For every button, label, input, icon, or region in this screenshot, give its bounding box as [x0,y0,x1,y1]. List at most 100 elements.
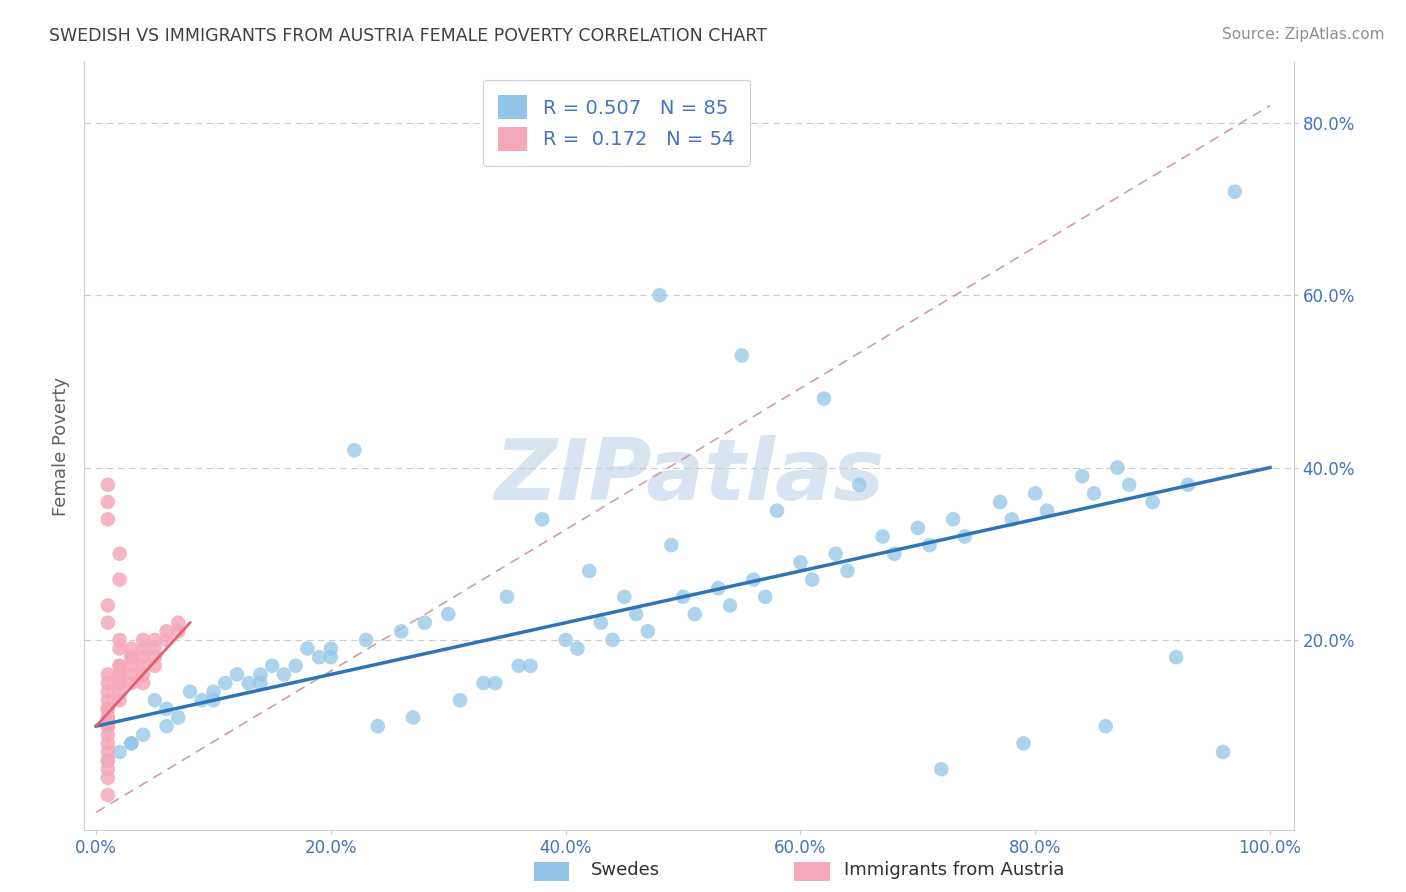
Point [97,599,120,613]
Point [319,650,342,665]
Point [308,650,330,665]
Point [519,658,541,673]
Point [578,564,600,578]
Point [120,736,142,750]
Point [343,443,366,458]
Point [97,754,120,768]
Point [262,658,284,673]
Point [97,477,120,491]
Point [801,573,824,587]
Point [531,512,554,526]
Point [589,615,612,630]
Point [637,624,659,639]
Point [1094,719,1116,733]
Point [449,693,471,707]
Point [120,650,142,665]
Point [132,632,155,647]
Point [707,581,730,595]
Point [238,676,260,690]
Point [1083,486,1105,500]
Point [108,658,131,673]
Point [1118,477,1140,491]
Point [824,547,846,561]
Point [683,607,706,621]
Point [108,676,131,690]
Point [648,288,671,302]
Point [97,495,120,509]
Point [120,650,142,665]
Point [319,641,342,656]
Point [402,710,425,724]
Point [97,702,120,716]
Point [143,641,166,656]
Text: ZIPatlas: ZIPatlas [494,435,884,518]
Point [273,667,295,681]
Point [718,599,741,613]
Point [97,684,120,698]
Point [1142,495,1164,509]
Point [988,495,1011,509]
Point [108,573,131,587]
Point [202,684,225,698]
Point [202,693,225,707]
Point [659,538,682,552]
Point [249,676,271,690]
Y-axis label: Female Poverty: Female Poverty [52,376,70,516]
Point [813,392,835,406]
Point [1036,503,1059,517]
Point [97,719,120,733]
Point [132,641,155,656]
Point [155,624,177,639]
Point [567,641,589,656]
Point [883,547,905,561]
Point [554,632,576,647]
Point [602,632,624,647]
Point [766,503,789,517]
Point [413,615,436,630]
Point [155,702,177,716]
Point [1212,745,1234,759]
Point [789,555,811,569]
Point [1071,469,1094,483]
Point [179,684,201,698]
Point [97,512,120,526]
Point [143,693,166,707]
Point [1166,650,1188,665]
Point [132,667,155,681]
Point [672,590,695,604]
Point [108,632,131,647]
Point [97,719,120,733]
Point [190,693,212,707]
Point [132,650,155,665]
Point [143,632,166,647]
Point [108,676,131,690]
Point [872,529,894,543]
Point [249,667,271,681]
Point [742,573,765,587]
Point [108,547,131,561]
Point [108,667,131,681]
Point [97,615,120,630]
Point [97,762,120,776]
Point [155,632,177,647]
Point [1177,477,1199,491]
Point [132,658,155,673]
Point [367,719,389,733]
Point [1223,185,1246,199]
Point [953,529,976,543]
Point [484,676,506,690]
Point [437,607,460,621]
Point [97,667,120,681]
Point [1001,512,1024,526]
Point [97,745,120,759]
Point [167,710,190,724]
Point [496,590,519,604]
Point [837,564,859,578]
Point [97,728,120,742]
Point [907,521,929,535]
Point [167,615,190,630]
Point [120,658,142,673]
Point [97,710,120,724]
Point [97,754,120,768]
Point [108,641,131,656]
